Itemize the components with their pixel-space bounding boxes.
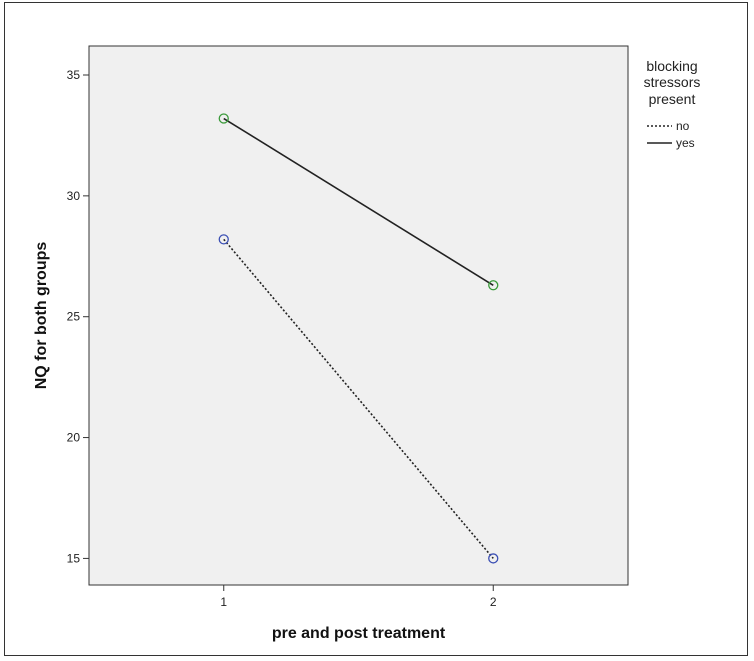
x-tick-label: 2 xyxy=(490,595,497,609)
data-point-yes xyxy=(488,280,499,291)
legend-title-line-2: stressors xyxy=(644,74,701,90)
legend-title-line-1: blocking xyxy=(646,58,697,74)
series-layer xyxy=(218,113,499,564)
legend-label-yes: yes xyxy=(676,136,695,150)
y-tick-label: 35 xyxy=(67,68,81,82)
y-tick-label: 20 xyxy=(67,431,81,445)
legend-title-line-3: present xyxy=(649,91,696,107)
x-axis-title: pre and post treatment xyxy=(272,625,446,642)
legend-label-no: no xyxy=(676,119,690,133)
legend: blocking stressors present no yes xyxy=(644,58,701,150)
series-line-yes xyxy=(223,117,494,286)
series-line-no xyxy=(223,238,494,559)
y-tick-label: 30 xyxy=(67,189,81,203)
data-point-yes xyxy=(218,113,229,124)
x-tick-label: 1 xyxy=(220,595,227,609)
data-point-no xyxy=(488,553,499,564)
y-axis-title: NQ for both groups xyxy=(33,242,50,390)
y-tick-label: 15 xyxy=(67,551,81,565)
y-tick-label: 25 xyxy=(67,310,81,324)
data-point-no xyxy=(218,234,229,245)
y-axis: 15 20 25 30 35 xyxy=(67,68,89,565)
plot-area xyxy=(88,45,629,586)
